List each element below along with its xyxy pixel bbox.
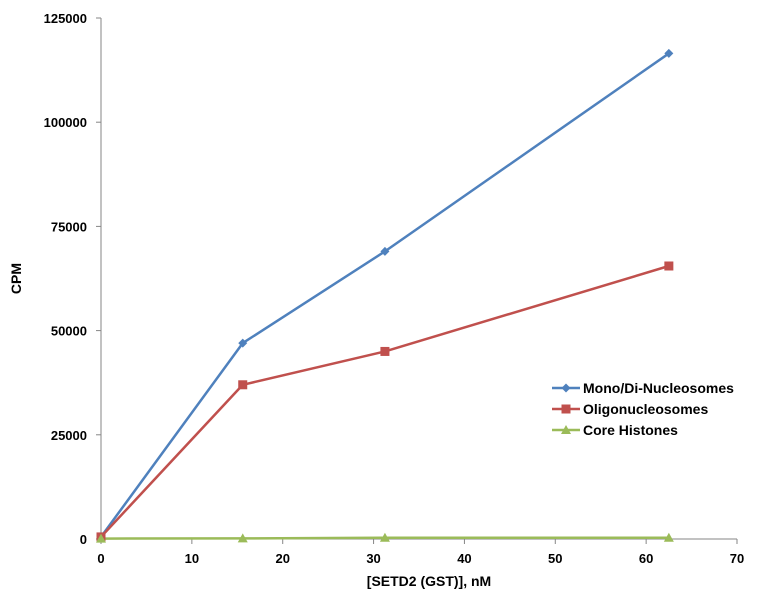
series-line-oligonucleosomes — [100, 264, 670, 538]
legend-label-oligonucleosomes: Oligonucleosomes — [583, 401, 708, 417]
data-point-core-histones — [96, 533, 106, 543]
x-tick-marks — [100, 539, 738, 544]
data-point-oligonucleosomes — [380, 346, 390, 356]
x-tick-label: 0 — [97, 551, 104, 566]
series-line-core-histones — [100, 536, 669, 540]
legend: Mono/Di-Nucleosomes Oligonucleosomes Core … — [552, 380, 734, 438]
y-tick-label: 25000 — [51, 428, 87, 443]
x-axis-title: [SETD2 (GST)], nM — [367, 573, 491, 589]
y-tick-label: 0 — [80, 532, 87, 547]
series-lines — [99, 52, 670, 540]
y-tick-labels: 0 25000 50000 75000 100000 125000 — [44, 11, 87, 547]
x-tick-label: 10 — [185, 551, 199, 566]
legend-label-core-histones: Core Histones — [583, 422, 678, 438]
legend-marker-oligonucleosomes — [561, 404, 571, 414]
legend-marker-core-histones — [561, 425, 571, 434]
y-tick-label: 100000 — [44, 115, 87, 130]
data-point-oligonucleosomes — [664, 261, 674, 271]
data-point-core-histones — [237, 533, 248, 543]
x-tick-label: 30 — [366, 551, 380, 566]
data-point-mono-di-nucleosomes — [664, 48, 674, 58]
x-tick-label: 50 — [548, 551, 562, 566]
y-tick-label: 75000 — [51, 219, 87, 234]
y-axis-title: CPM — [8, 263, 24, 294]
legend-marker-mono-di-nucleosomes — [561, 383, 571, 393]
data-point-mono-di-nucleosomes — [238, 338, 248, 348]
axes: 0 25000 50000 75000 100000 125000 0 10 20 30 40 50… — [44, 11, 745, 566]
x-tick-label: 20 — [275, 551, 289, 566]
series-markers — [96, 48, 674, 543]
y-tick-marks — [96, 17, 101, 540]
x-tick-label: 60 — [639, 551, 653, 566]
x-tick-labels: 0 10 20 30 40 50 60 70 — [97, 551, 744, 566]
data-point-core-histones — [663, 532, 674, 542]
x-tick-label: 70 — [730, 551, 744, 566]
data-point-core-histones — [379, 532, 390, 542]
x-tick-label: 40 — [457, 551, 471, 566]
data-point-oligonucleosomes — [238, 380, 248, 390]
y-tick-label: 125000 — [44, 11, 87, 26]
series-line-mono-di-nucleosomes — [99, 52, 670, 538]
data-point-mono-di-nucleosomes — [380, 246, 390, 256]
legend-label-mono-di-nucleosomes: Mono/Di-Nucleosomes — [583, 380, 734, 396]
y-tick-label: 50000 — [51, 324, 87, 339]
